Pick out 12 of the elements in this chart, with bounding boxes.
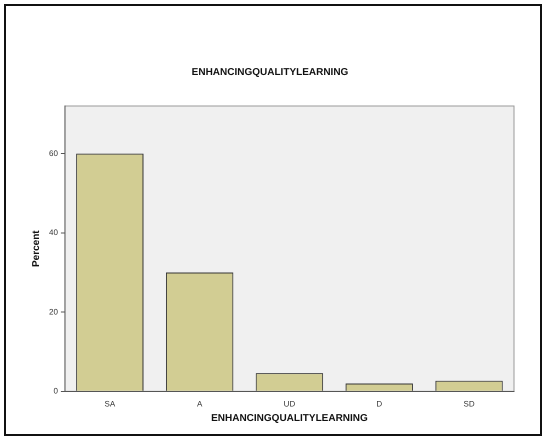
y-tick-label: 0 (53, 386, 58, 396)
x-tick-label: UD (284, 399, 296, 408)
x-tick-label: D (376, 399, 382, 408)
y-tick-label: 20 (48, 307, 58, 316)
y-tick-label: 60 (48, 148, 58, 158)
x-tick-label: SA (104, 399, 116, 408)
y-axis-title: Percent (30, 230, 42, 268)
x-axis-title: ENHANCINGQUALITYLEARNING (211, 412, 368, 424)
chart-title: ENHANCINGQUALITYLEARNING (192, 66, 349, 78)
y-tick-label: 40 (48, 228, 58, 238)
x-tick-label: SD (464, 399, 475, 408)
x-tick-label: A (196, 399, 203, 408)
